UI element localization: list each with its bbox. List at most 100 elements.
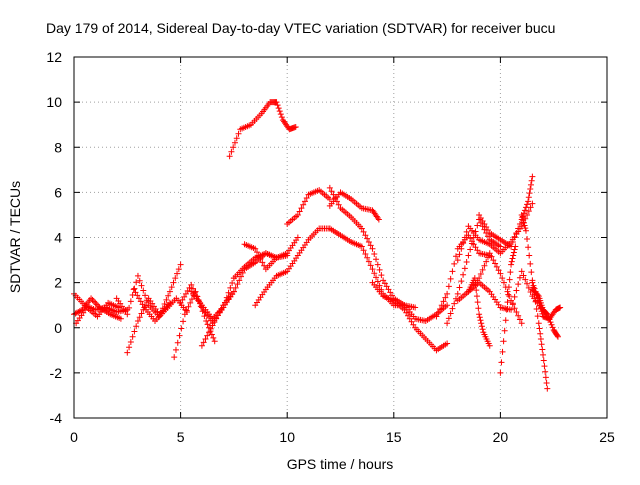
trail-marker: [505, 284, 512, 291]
y-tick-label: 12: [46, 49, 62, 65]
trail-marker: [481, 262, 488, 269]
series-track-20: [444, 216, 504, 327]
trail-marker: [540, 357, 547, 364]
trail-marker: [463, 258, 470, 265]
series-track-03: [73, 299, 122, 327]
data-point: [380, 277, 387, 284]
data-point: [535, 320, 542, 327]
trail-marker: [449, 268, 456, 275]
trail-marker: [362, 251, 369, 258]
trail-marker: [204, 332, 211, 339]
trail-marker: [537, 330, 544, 337]
y-tick-label: 0: [54, 320, 62, 336]
trail-marker: [511, 293, 518, 300]
trail-marker: [328, 188, 335, 195]
trail-marker: [484, 226, 491, 233]
data-point: [476, 211, 483, 218]
trail-marker: [236, 277, 243, 284]
trail-marker: [500, 279, 507, 286]
data-point: [444, 302, 451, 309]
trail-marker: [330, 191, 337, 198]
trail-marker: [542, 374, 549, 381]
trail-marker: [436, 305, 443, 312]
trail-marker: [229, 280, 236, 287]
trail-marker: [210, 334, 217, 341]
trail-marker: [435, 309, 442, 316]
trail-marker: [129, 333, 136, 340]
trail-marker: [136, 314, 143, 321]
x-axis-label: GPS time / hours: [287, 456, 394, 472]
trail-marker: [127, 298, 134, 305]
trail-marker: [539, 346, 546, 353]
data-point: [433, 313, 440, 320]
trail-marker: [175, 266, 182, 273]
trail-marker: [507, 269, 514, 276]
trail-marker: [296, 208, 303, 215]
trail-marker: [483, 223, 490, 230]
data-point: [273, 99, 280, 106]
trail-marker: [214, 312, 221, 319]
data-point: [518, 268, 525, 275]
trail-marker: [90, 298, 97, 305]
series-track-18: [326, 225, 451, 324]
trail-marker: [200, 339, 207, 346]
trail-marker: [451, 300, 458, 307]
trail-marker: [516, 274, 523, 281]
trail-marker: [360, 228, 367, 235]
trail-marker: [478, 323, 485, 330]
trail-marker: [362, 232, 369, 239]
trail-marker: [143, 299, 150, 306]
data-point: [554, 333, 561, 340]
trail-marker: [180, 318, 187, 325]
trail-marker: [526, 190, 533, 197]
trail-marker: [524, 201, 531, 208]
trail-marker: [513, 287, 520, 294]
trail-marker: [298, 205, 305, 212]
trail-marker: [500, 338, 507, 345]
series-track-23: [465, 275, 493, 349]
trail-marker: [504, 299, 511, 306]
trail-marker: [463, 228, 470, 235]
trail-marker: [253, 249, 260, 256]
data-point: [454, 257, 461, 264]
trail-marker: [493, 263, 500, 270]
trail-marker: [543, 310, 550, 317]
trail-marker: [277, 111, 284, 118]
trail-marker: [136, 295, 143, 302]
trail-marker: [126, 344, 133, 351]
trail-marker: [403, 309, 410, 316]
trail-marker: [536, 325, 543, 332]
trail-marker: [373, 256, 380, 263]
trail-marker: [495, 267, 502, 274]
trail-marker: [301, 198, 308, 205]
x-tick-label: 0: [70, 429, 78, 445]
trail-marker: [477, 270, 484, 277]
trail-marker: [181, 293, 188, 300]
data-point: [181, 311, 188, 318]
data-point: [326, 184, 333, 191]
trail-marker: [541, 363, 548, 370]
trail-marker: [479, 326, 486, 333]
trail-marker: [228, 148, 235, 155]
trail-marker: [470, 241, 477, 248]
trail-marker: [534, 313, 541, 320]
series-track-11: [230, 250, 280, 282]
series-track-26: [476, 173, 536, 250]
trail-marker: [490, 257, 497, 264]
trail-marker: [445, 315, 452, 322]
data-point: [226, 153, 233, 160]
trail-marker: [216, 308, 223, 315]
data-point: [557, 304, 564, 311]
y-tick-label: -2: [50, 365, 63, 381]
series-track-08: [177, 281, 237, 327]
data-point: [512, 243, 519, 250]
trail-marker: [188, 296, 195, 303]
trail-marker: [492, 260, 499, 267]
trail-marker: [137, 298, 144, 305]
trail-marker: [525, 194, 532, 201]
trail-marker: [528, 269, 535, 276]
trail-marker: [483, 258, 490, 265]
trail-marker: [364, 254, 371, 261]
trail-marker: [508, 258, 515, 265]
